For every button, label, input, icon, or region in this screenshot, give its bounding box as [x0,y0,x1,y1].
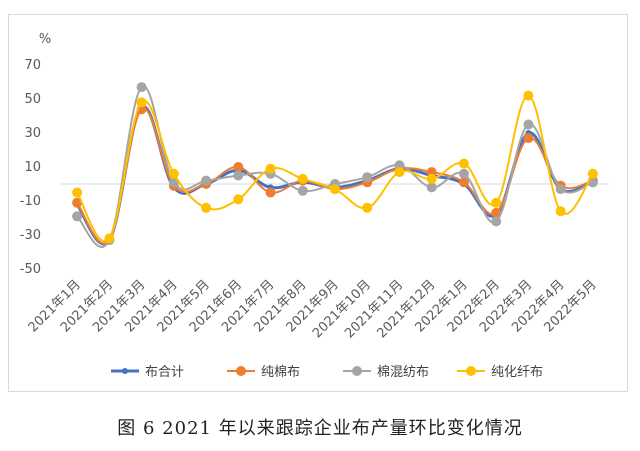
data-point [201,202,212,213]
data-point [168,168,179,179]
y-tick-label: -50 [20,262,41,277]
legend-swatch-marker [466,366,476,376]
legend-label: 纯化纤布 [491,365,543,380]
data-point [491,216,502,227]
series-group [72,90,598,244]
data-point [426,182,437,193]
data-point [555,184,566,195]
data-point [523,90,534,101]
y-unit-label: % [39,32,51,47]
legend-swatch-marker [236,366,246,376]
legend-item: 纯棉布 [227,365,300,380]
data-point [297,185,308,196]
data-point [555,206,566,217]
line-chart: % 70503010-10-30-502021年1月2021年2月2021年3月… [20,32,609,380]
axis-layer: 70503010-10-30-502021年1月2021年2月2021年3月20… [20,58,609,341]
legend-item: 纯化纤布 [457,365,543,380]
y-tick-label: -30 [20,228,41,243]
data-point [458,168,469,179]
y-tick-label: 10 [24,160,41,175]
legend-item: 布合计 [111,365,184,380]
legend-label: 棉混纺布 [377,365,429,380]
data-point [136,97,147,108]
data-point [201,175,212,186]
data-point [233,162,244,172]
data-point [587,168,598,179]
data-point [491,207,502,218]
data-point [523,119,534,130]
series-group [74,104,596,246]
data-point [523,133,534,144]
data-point [168,177,179,188]
data-point [265,187,276,198]
legend-label: 纯棉布 [261,365,300,380]
data-point [458,177,469,188]
series-layer [72,82,598,248]
data-point [394,167,405,178]
legend-swatch-marker [352,366,362,376]
series-line [76,94,594,243]
legend: 布合计 纯棉布 棉混纺布 纯化纤布 [111,365,543,380]
legend-label: 布合计 [145,365,184,380]
data-point [362,172,373,183]
data-point [104,233,115,244]
legend-item: 棉混纺布 [343,365,429,380]
legend-swatch-marker [122,368,128,374]
series-group [72,104,598,246]
data-point [265,163,276,174]
figure-caption: 图 6 2021 年以来跟踪企业布产量环比变化情况 [117,418,523,439]
data-point [72,187,83,198]
y-tick-label: -10 [20,194,41,209]
chart-frame: % 70 50 30 10 -10 -30 -50 2021年1月 2021年2月 2021年3月… [8,14,628,392]
data-point [233,194,244,205]
data-point [458,158,469,169]
y-tick-label: 50 [24,92,41,107]
data-point [72,197,83,208]
data-point [136,82,147,93]
data-point [426,173,437,184]
data-point [72,211,83,222]
data-point [491,197,502,208]
data-point [297,173,308,184]
y-tick-label: 30 [24,126,41,141]
data-point [362,202,373,213]
data-point [233,170,244,181]
y-tick-label: 70 [24,58,41,73]
data-point [330,184,340,195]
